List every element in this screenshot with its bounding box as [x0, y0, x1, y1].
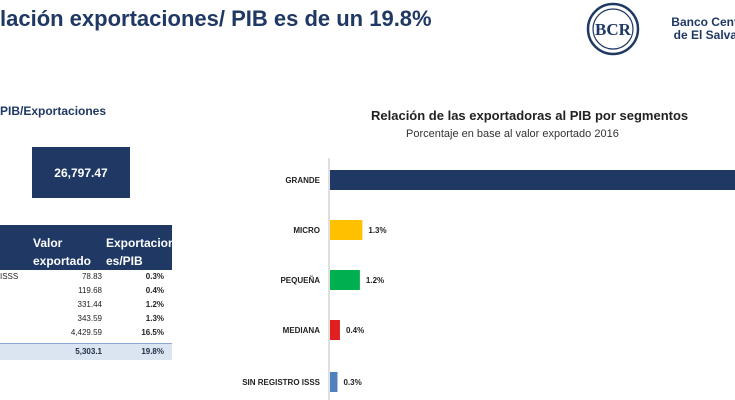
bank-name: Banco Central de de El Salva	[671, 15, 735, 42]
table-body: ISSS 78.83 0.3% 119.68 0.4% 331.44 1.2% 343.59 1…	[0, 270, 172, 340]
row-value: 78.83	[81, 272, 102, 281]
data-label: 1.3%	[368, 226, 386, 235]
pib-value: 26,797.47	[54, 165, 108, 180]
data-label: 0.3%	[343, 378, 361, 387]
chart-title: Relación de las exportadoras al PIB por …	[371, 108, 689, 123]
row-value: 331.44	[77, 300, 102, 309]
header-exportaciones-pib: Exportacion es/PIB	[106, 236, 176, 268]
header-valor-exportado: Valor exportado	[33, 236, 92, 268]
table-row: 4,429.59 16.5%	[0, 326, 172, 340]
bar-mediana	[330, 320, 340, 340]
category-label: PEQUEÑA	[280, 276, 320, 285]
pib-value-box: 26,797.47	[32, 147, 130, 198]
bcr-logo-seal: BCR	[586, 2, 640, 56]
table-total-row: 5,303.1 19.8%	[0, 343, 172, 360]
table-row: ISSS 78.83 0.3%	[0, 270, 172, 284]
row-name: ISSS	[0, 272, 19, 281]
table-row: 331.44 1.2%	[0, 298, 172, 312]
category-label: GRANDE	[285, 176, 320, 185]
bar-sin-registro-isss	[330, 372, 338, 392]
bar-micro	[330, 220, 363, 240]
row-pct: 0.4%	[145, 286, 164, 295]
chart-subtitle: Porcentaje en base al valor exportado 20…	[406, 128, 619, 140]
row-pct: 0.3%	[145, 272, 164, 281]
category-label: SIN REGISTRO ISSS	[242, 378, 320, 387]
data-label: 1.2%	[366, 276, 384, 285]
row-value: 343.59	[77, 314, 102, 323]
row-value: 119.68	[78, 286, 102, 295]
svg-text:BCR: BCR	[595, 20, 632, 39]
category-label: MICRO	[293, 226, 320, 235]
row-pct: 16.5%	[141, 328, 164, 337]
table-row: 119.68 0.4%	[0, 284, 172, 298]
section-label: PIB/Exportaciones	[0, 104, 107, 118]
total-pct: 19.8%	[141, 347, 164, 356]
table-row: 343.59 1.3%	[0, 312, 172, 326]
total-value: 5,303.1	[75, 347, 102, 356]
row-pct: 1.3%	[145, 314, 164, 323]
exports-table: Valor exportado Exportacion es/PIB ISSS 7…	[0, 225, 176, 360]
row-pct: 1.2%	[145, 300, 164, 309]
row-value: 4,429.59	[70, 328, 102, 337]
slide-title: lación exportaciones/ PIB es de un 19.8%	[0, 6, 432, 31]
data-label: 0.4%	[346, 326, 364, 335]
table-header: Valor exportado Exportacion es/PIB	[0, 225, 176, 270]
bar-pequeña	[330, 270, 360, 290]
bar-grande	[330, 170, 735, 190]
category-label: MEDIANA	[283, 326, 321, 335]
